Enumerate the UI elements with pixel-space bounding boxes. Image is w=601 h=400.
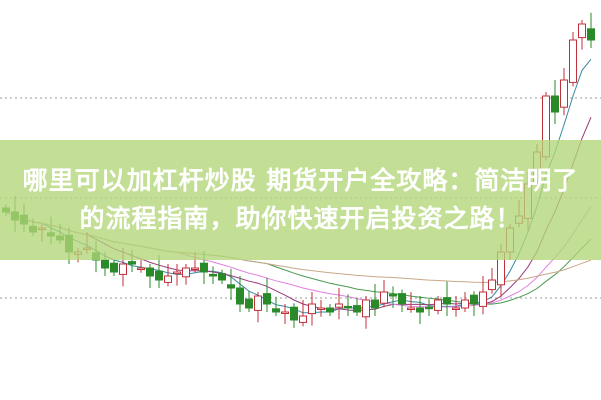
candle-body: [137, 267, 145, 270]
candle-body: [587, 28, 595, 41]
candle-body: [452, 307, 460, 310]
candle-body: [389, 293, 397, 297]
candle-body: [200, 262, 208, 273]
candle-body: [110, 262, 118, 273]
candle-body: [407, 307, 415, 310]
headline-line-1: 哪里可以加杠杆炒股 期货开户全攻略：简洁明了: [22, 166, 579, 195]
candle-body: [119, 263, 127, 275]
candle-body: [470, 294, 478, 305]
candle-body: [290, 306, 298, 321]
candle-body: [191, 267, 199, 270]
candle-body: [335, 303, 343, 308]
candle-body: [353, 305, 361, 313]
candle-body: [173, 271, 181, 275]
candle-body: [209, 273, 217, 277]
candle-body: [488, 279, 496, 291]
candle-body: [344, 305, 352, 309]
candle-body: [281, 311, 289, 314]
candle-body: [254, 295, 262, 311]
candle-body: [272, 308, 280, 313]
candle-body: [218, 273, 226, 281]
candle-body: [479, 291, 487, 307]
candle-body: [416, 307, 424, 313]
candle-body: [380, 291, 388, 304]
candle-body: [236, 287, 244, 305]
candle-body: [263, 293, 271, 305]
headline-line-2: 的流程指南，助你快速开启投资之路！: [79, 204, 522, 233]
candle-body: [425, 306, 433, 310]
candle-body: [362, 299, 370, 318]
candle-body: [461, 299, 469, 309]
candle-body: [434, 299, 442, 311]
candle-body: [443, 297, 451, 305]
candle-body: [326, 307, 334, 313]
candle-body: [371, 299, 379, 309]
headline-banner: 哪里可以加杠杆炒股 期货开户全攻略：简洁明了 的流程指南，助你快速开启投资之路！: [0, 140, 601, 260]
candle-body: [101, 259, 109, 269]
candle-body: [551, 95, 559, 113]
candle-body: [560, 79, 568, 108]
candle-body: [299, 315, 307, 323]
candle-body: [128, 261, 136, 265]
candle-body: [245, 298, 253, 309]
candle-body: [308, 303, 316, 315]
candle-body: [578, 23, 586, 39]
candle-body: [398, 293, 406, 305]
candle-body: [182, 267, 190, 278]
candle-body: [569, 39, 577, 83]
candle-body: [146, 267, 154, 277]
candle-body: [164, 275, 172, 283]
candle-body: [227, 284, 235, 289]
candle-body: [155, 270, 163, 281]
candle-body: [317, 307, 325, 310]
